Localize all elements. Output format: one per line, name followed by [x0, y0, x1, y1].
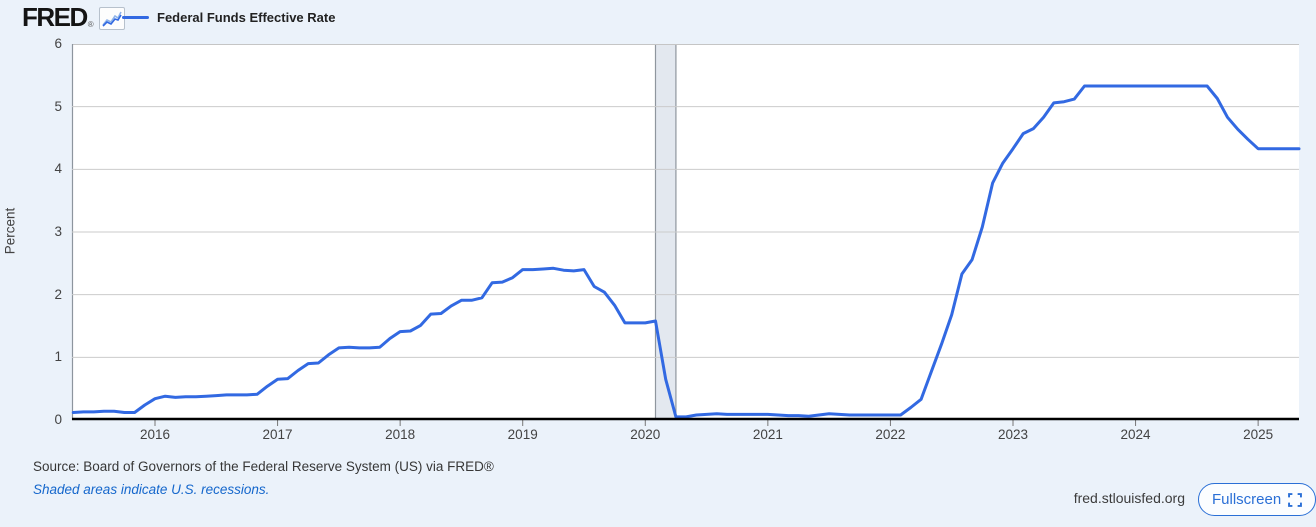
sparkline-chart-icon [98, 7, 125, 30]
fullscreen-button[interactable]: Fullscreen [1198, 483, 1316, 516]
registered-trademark-symbol: ® [87, 20, 94, 29]
x-axis-tick-label: 2018 [385, 427, 416, 442]
fullscreen-icon [1288, 492, 1303, 507]
x-axis-tick-label: 2025 [1243, 427, 1274, 442]
y-axis-tick-label: 1 [54, 349, 62, 365]
y-axis-tick-label: 2 [54, 286, 62, 302]
fred-logo[interactable]: FRED ® [22, 4, 125, 30]
recession-note-link[interactable]: Shaded areas indicate U.S. recessions. [33, 482, 270, 497]
x-axis-tick-label: 2022 [875, 427, 906, 442]
x-axis-tick-label: 2021 [752, 427, 783, 442]
x-axis-tick-label: 2023 [997, 427, 1028, 442]
x-axis-tick-label: 2020 [630, 427, 661, 442]
fred-logo-text: FRED [22, 2, 88, 32]
x-axis-tick-label: 2019 [507, 427, 538, 442]
x-axis-tick-label: 2024 [1120, 427, 1151, 442]
legend-series-label: Federal Funds Effective Rate [157, 10, 336, 25]
y-axis-tick-label: 6 [54, 36, 62, 51]
y-axis-tick-label: 0 [54, 412, 62, 427]
chart-svg [71, 44, 1301, 426]
y-axis-tick-label: 3 [54, 224, 62, 239]
x-axis-tick-label: 2017 [262, 427, 293, 442]
legend-line-sample [122, 16, 149, 19]
fullscreen-button-label: Fullscreen [1212, 491, 1282, 508]
x-axis-tick-label: 2016 [139, 427, 171, 442]
source-attribution: Source: Board of Governors of the Federa… [33, 459, 494, 474]
chart-legend: Federal Funds Effective Rate [122, 10, 335, 25]
chart-plot-area[interactable] [71, 44, 1301, 426]
y-axis-tick-label: 5 [54, 98, 62, 114]
fred-site-link[interactable]: fred.stlouisfed.org [1073, 490, 1185, 506]
y-axis-tick-label: 4 [54, 161, 62, 177]
